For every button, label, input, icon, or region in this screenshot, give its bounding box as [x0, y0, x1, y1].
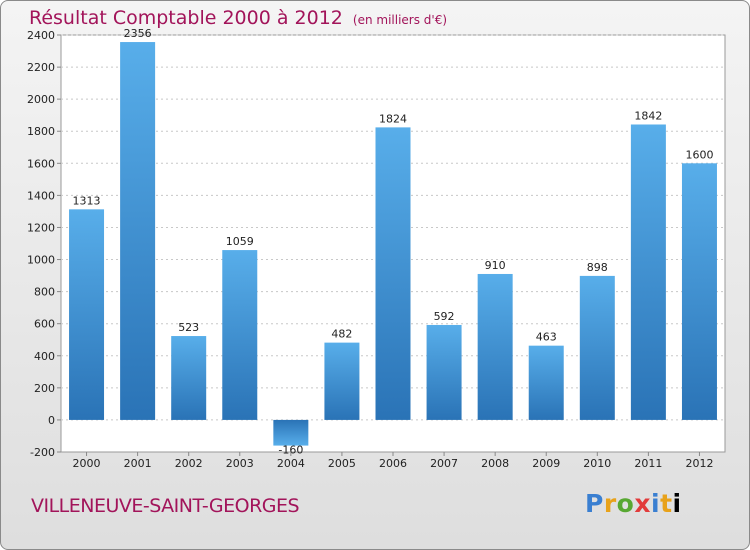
y-tick-label: 2400 — [27, 29, 55, 42]
bar-2004 — [273, 419, 309, 446]
value-label-2008: 910 — [485, 259, 506, 272]
logo-letter: P — [585, 489, 604, 518]
bar-2002 — [171, 336, 207, 420]
value-label-2005: 482 — [331, 328, 352, 341]
y-tick-label: 0 — [48, 414, 55, 427]
x-tick-label-2007: 2007 — [430, 457, 458, 470]
bar-2007 — [426, 324, 462, 420]
y-tick-label: 1400 — [27, 189, 55, 202]
x-tick-label-2001: 2001 — [124, 457, 152, 470]
y-tick-label: 600 — [34, 318, 55, 331]
y-tick-label: 200 — [34, 382, 55, 395]
value-label-2002: 523 — [178, 321, 199, 334]
logo-letter: o — [616, 489, 635, 518]
logo-letter: i — [651, 489, 661, 518]
bar-2001 — [120, 42, 156, 420]
value-label-2009: 463 — [536, 331, 557, 344]
x-tick-label-2003: 2003 — [226, 457, 254, 470]
chart-title: Résultat Comptable 2000 à 2012 — [29, 7, 343, 29]
value-label-2010: 898 — [587, 261, 608, 274]
bar-2010 — [579, 275, 615, 420]
y-tick-label: 1200 — [27, 221, 55, 234]
x-tick-label-2000: 2000 — [73, 457, 101, 470]
y-tick-label: 400 — [34, 350, 55, 363]
x-tick-label-2009: 2009 — [532, 457, 560, 470]
bar-2008 — [477, 273, 513, 420]
bar-2005 — [324, 342, 360, 420]
y-tick-label: 1000 — [27, 254, 55, 267]
title-row: Résultat Comptable 2000 à 2012 (en millie… — [29, 7, 447, 29]
value-labels: 1313 2356 523 1059 -160 482 1824 592 910 463 898 18… — [73, 27, 714, 457]
bar-2012 — [681, 163, 717, 420]
place-name: VILLENEUVE-SAINT-GEORGES — [31, 495, 300, 517]
x-tick-label-2008: 2008 — [481, 457, 509, 470]
value-label-2001: 2356 — [124, 27, 152, 40]
value-label-2007: 592 — [434, 310, 455, 323]
value-label-2003: 1059 — [226, 235, 254, 248]
value-label-2004: -160 — [278, 444, 303, 457]
y-axis-ticks: -200 0 200 400 600 800 1000 1200 1400 1600 1800 200… — [27, 29, 61, 459]
y-tick-label: 2000 — [27, 93, 55, 106]
x-tick-label-2005: 2005 — [328, 457, 356, 470]
logo-letter: i — [672, 489, 682, 518]
x-tick-label-2004: 2004 — [277, 457, 305, 470]
value-label-2006: 1824 — [379, 112, 407, 125]
x-tick-label-2010: 2010 — [583, 457, 611, 470]
x-tick-label-2012: 2012 — [685, 457, 713, 470]
bar-2009 — [528, 345, 564, 420]
y-tick-label: 2200 — [27, 61, 55, 74]
y-tick-label: 800 — [34, 286, 55, 299]
proxiti-logo[interactable]: Proxiti — [585, 489, 682, 518]
y-tick-label: 1800 — [27, 125, 55, 138]
value-label-2011: 1842 — [634, 109, 662, 122]
value-label-2012: 1600 — [685, 148, 713, 161]
x-tick-label-2002: 2002 — [175, 457, 203, 470]
bar-2000 — [69, 209, 105, 420]
logo-letter: t — [660, 489, 673, 518]
y-tick-label: 1600 — [27, 157, 55, 170]
x-axis-ticks: 2000 2001 2002 2003 2004 2005 2006 2007 2008 2009… — [73, 452, 713, 470]
bars — [69, 42, 717, 446]
x-tick-label-2011: 2011 — [634, 457, 662, 470]
value-label-2000: 1313 — [73, 194, 101, 207]
logo-letter: r — [603, 489, 617, 518]
logo-letter: x — [634, 489, 651, 518]
bar-2006 — [375, 127, 411, 420]
x-tick-label-2006: 2006 — [379, 457, 407, 470]
bar-2011 — [630, 124, 666, 420]
chart-subtitle: (en milliers d'€) — [352, 13, 448, 27]
bar-2003 — [222, 250, 258, 420]
y-tick-label: -200 — [30, 446, 55, 459]
